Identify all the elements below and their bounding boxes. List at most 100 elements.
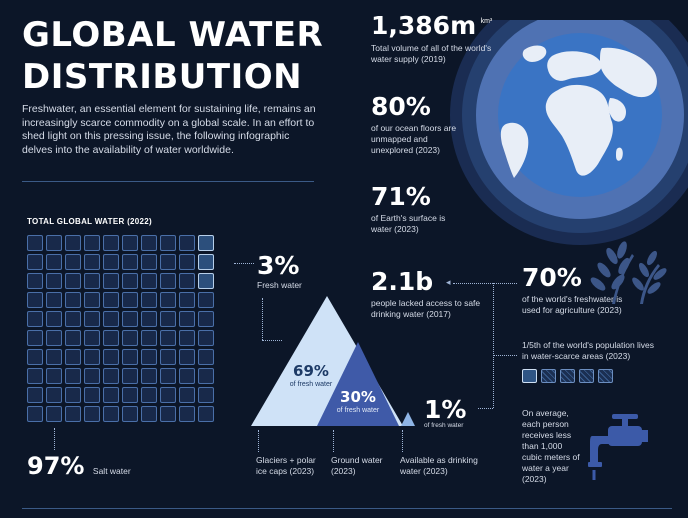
salt-water-cell: [84, 349, 100, 365]
salt-water-cell: [141, 273, 157, 289]
tap-caption: On average, each person receives less th…: [522, 408, 580, 484]
salt-water-cell: [27, 349, 43, 365]
ground-sub: of fresh water: [336, 407, 380, 414]
salt-water-cell: [160, 311, 176, 327]
salt-water-cell: [198, 406, 214, 422]
salt-water-cell: [198, 292, 214, 308]
salt-water-cell: [160, 330, 176, 346]
salt-water-cell: [65, 406, 81, 422]
salt-water-cell: [179, 254, 195, 270]
fresh-connector: [234, 263, 254, 264]
salt-water-cell: [122, 406, 138, 422]
salt-water-cell: [141, 387, 157, 403]
stat-volume-caption: Total volume of all of the world's water…: [371, 43, 492, 64]
globe-land-greenland: [522, 45, 547, 62]
salt-water-cell: [84, 368, 100, 384]
salt-water-cell: [84, 273, 100, 289]
salt-water-cell: [179, 387, 195, 403]
agri-value: 70%: [522, 263, 582, 292]
salt-water-cell: [103, 349, 119, 365]
total-water-label: TOTAL GLOBAL WATER (2022): [27, 217, 152, 226]
ground-triangle: [317, 342, 399, 426]
salt-water-cell: [122, 273, 138, 289]
drinking-stat: 1% of fresh water: [424, 396, 484, 430]
people-value: 2.1b: [371, 267, 434, 296]
salt-water-cell: [84, 235, 100, 251]
stat-ocean: 80% of our ocean floors are unmapped and…: [371, 93, 471, 156]
salt-water-cell: [27, 330, 43, 346]
salt-water-cell: [160, 368, 176, 384]
wheat-icon: [590, 241, 667, 304]
globe-land-madagascar: [616, 147, 623, 161]
salt-water-cell: [141, 235, 157, 251]
globe-land-africa: [545, 84, 613, 176]
salt-water-cell: [103, 254, 119, 270]
salt-water-cell: [122, 368, 138, 384]
salt-water-cell: [46, 368, 62, 384]
ground-connector: [333, 430, 334, 452]
salt-value: 97%: [27, 452, 85, 480]
intro-text: Freshwater, an essential element for sus…: [22, 103, 316, 156]
salt-water-cell: [103, 406, 119, 422]
faucet-icon: [588, 414, 648, 480]
fresh-label: Fresh water: [257, 280, 302, 290]
salt-water-cell: [122, 311, 138, 327]
salt-water-cell: [141, 368, 157, 384]
salt-water-cell: [27, 254, 43, 270]
salt-water-cell: [141, 330, 157, 346]
salt-water-cell: [179, 235, 195, 251]
people-arrow: ◂: [446, 277, 451, 287]
salt-water-cell: [198, 368, 214, 384]
salt-water-cell: [65, 330, 81, 346]
fresh-water-cell: [198, 273, 214, 289]
salt-water-cell: [141, 292, 157, 308]
right-to-population-connector: [493, 355, 517, 356]
salt-water-cell: [84, 292, 100, 308]
globe-land-arabia: [608, 98, 626, 122]
salt-water-cell: [179, 406, 195, 422]
ground-label: Ground water (2023): [331, 455, 383, 476]
salt-label: Salt water: [92, 466, 131, 476]
stat-volume-unit: km³: [480, 18, 493, 25]
globe-land-asia: [600, 47, 657, 98]
salt-water-cell: [160, 235, 176, 251]
salt-water-cell: [46, 235, 62, 251]
salt-water-cell: [46, 292, 62, 308]
salt-water-cell: [179, 368, 195, 384]
salt-water-cell: [122, 330, 138, 346]
salt-water-cell: [179, 330, 195, 346]
salt-water-cell: [198, 387, 214, 403]
stat-surface-caption: of Earth's surface is water (2023): [371, 213, 446, 234]
salt-water-cell: [179, 311, 195, 327]
bottom-divider: [22, 508, 672, 509]
salt-water-cell: [27, 406, 43, 422]
salt-water-cell: [27, 292, 43, 308]
salt-water-cell: [46, 273, 62, 289]
salt-water-cell: [46, 311, 62, 327]
fresh-stat: 3% Fresh water: [257, 252, 337, 291]
glaciers-connector: [258, 430, 259, 452]
fresh-right-connector: [262, 340, 282, 341]
salt-water-cell: [27, 235, 43, 251]
people-stat: 2.1b people lacked access to safe drinki…: [371, 268, 491, 320]
divider: [22, 181, 314, 182]
salt-water-cell: [122, 254, 138, 270]
salt-water-cell: [27, 368, 43, 384]
salt-water-cell: [160, 406, 176, 422]
fresh-water-cell: [198, 235, 214, 251]
salt-water-cell: [65, 254, 81, 270]
salt-water-cell: [141, 349, 157, 365]
salt-water-cell: [198, 330, 214, 346]
agri-caption: of the world's freshwater is used for ag…: [522, 294, 623, 315]
salt-connector: [54, 428, 55, 450]
salt-water-cell: [179, 349, 195, 365]
salt-water-cell: [84, 330, 100, 346]
salt-water-cell: [103, 387, 119, 403]
salt-water-cell: [122, 235, 138, 251]
salt-water-cell: [122, 387, 138, 403]
salt-water-cell: [46, 406, 62, 422]
salt-water-cell: [46, 254, 62, 270]
salt-water-cell: [84, 254, 100, 270]
population-box: [598, 369, 613, 383]
globe-land-europe: [547, 51, 602, 81]
